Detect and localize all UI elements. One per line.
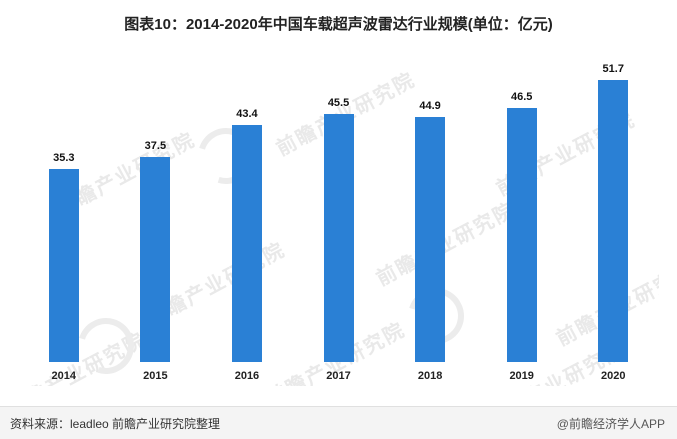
bar-value-label: 46.5 [510, 91, 533, 103]
credit-text: @前瞻经济学人APP [556, 416, 665, 431]
chart-title: 图表10：2014-2020年中国车载超声波雷达行业规模(单位：亿元) [124, 16, 553, 33]
bar [48, 169, 79, 362]
bar-column: 44.9 2018 [384, 100, 476, 386]
bar-column: 46.5 2019 [476, 91, 568, 386]
bar [231, 125, 262, 362]
bar [323, 114, 354, 362]
bar-column: 43.4 2016 [201, 108, 293, 386]
bar-value-label: 51.7 [602, 63, 624, 75]
bar-value-label: 45.5 [327, 97, 350, 109]
x-tick-label: 2017 [326, 370, 351, 382]
x-tick-label: 2014 [51, 370, 77, 382]
bar [506, 108, 537, 362]
bar-column: 35.3 2014 [18, 152, 110, 386]
source-text: 资料来源：leadleo 前瞻产业研究院整理 [10, 416, 221, 431]
bar [415, 117, 446, 362]
x-tick-label: 2016 [234, 370, 260, 382]
plot-area: 35.3 2014 37.5 2015 43.4 2016 45.5 2017 44.9 2018… [18, 38, 659, 386]
bar-value-label: 35.3 [53, 152, 75, 164]
bar [140, 157, 171, 362]
footer-bar: 资料来源：leadleo 前瞻产业研究院整理 @前瞻经济学人APP [0, 406, 677, 439]
x-tick-label: 2018 [417, 370, 443, 382]
x-tick-label: 2020 [601, 370, 626, 382]
bar-value-label: 44.9 [419, 100, 441, 112]
bar [598, 80, 629, 362]
bar-column: 51.7 2020 [567, 63, 659, 386]
bar-value-label: 37.5 [144, 140, 167, 152]
chart-area: 前瞻产业研究院 前瞻产业研究院 前瞻产业研究院 前瞻产业研究院 前瞻产业研究院 前瞻产业研… [18, 38, 659, 386]
x-tick-label: 2015 [143, 370, 168, 382]
x-tick-label: 2019 [509, 370, 534, 382]
bar-value-label: 43.4 [236, 108, 258, 120]
bar-column: 37.5 2015 [110, 140, 202, 386]
bar-column: 45.5 2017 [293, 97, 385, 386]
